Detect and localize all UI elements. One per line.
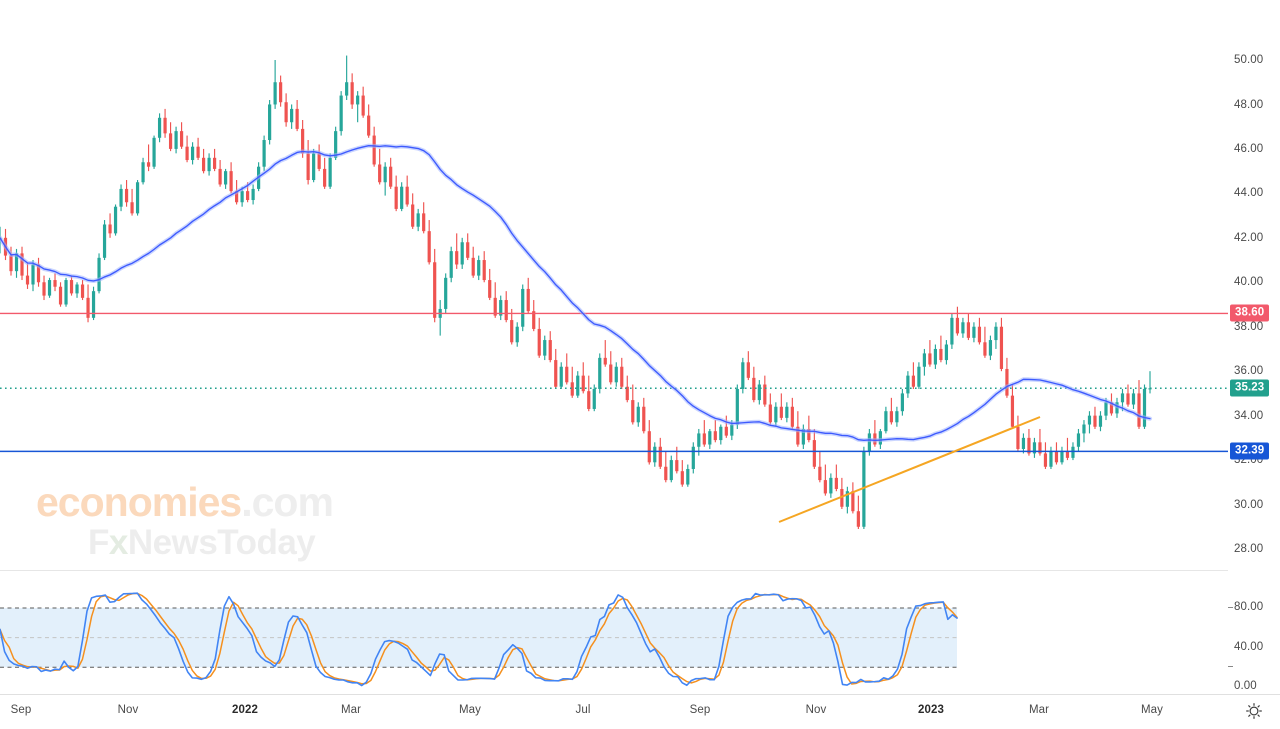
x-axis[interactable]: Sep Nov 2022 Mar May Jul Sep Nov 2023 Mar May bbox=[0, 694, 1280, 729]
stochastic-k-line bbox=[0, 592, 958, 687]
y-tick-label: 30.00 bbox=[1234, 498, 1264, 511]
price-chart-panel[interactable] bbox=[0, 0, 1228, 568]
x-tick-label: 2023 bbox=[918, 704, 944, 716]
price-plot[interactable] bbox=[0, 0, 1228, 568]
y-axis[interactable]: 50.00 48.00 46.00 44.00 42.00 40.00 38.00 36.00… bbox=[1228, 0, 1280, 694]
osc-axis-tick bbox=[1228, 607, 1233, 608]
x-tick-label: Sep bbox=[10, 704, 32, 716]
price-tag-support[interactable]: 32.39 bbox=[1230, 442, 1270, 460]
gear-icon[interactable] bbox=[1245, 702, 1263, 720]
y-tick-label: 28.00 bbox=[1234, 543, 1264, 555]
moving-average-line bbox=[0, 145, 1151, 442]
moving-average-glow bbox=[0, 143, 1153, 443]
y-tick-label: 36.00 bbox=[1234, 365, 1264, 378]
y-tick-label: 50.00 bbox=[1234, 54, 1264, 66]
price-tag-last-price[interactable]: 35.23 bbox=[1230, 379, 1270, 397]
x-tick-label: Mar bbox=[340, 704, 362, 716]
candlestick-series bbox=[0, 55, 1152, 529]
x-tick-label: May bbox=[458, 704, 482, 716]
osc-axis-tick bbox=[1228, 666, 1233, 668]
x-tick-label: Mar bbox=[1028, 704, 1050, 716]
y-tick-label: 34.00 bbox=[1234, 409, 1264, 422]
y-tick-label: 48.00 bbox=[1234, 98, 1264, 111]
y-tick-label: 38.00 bbox=[1234, 320, 1264, 333]
x-tick-label: Sep bbox=[689, 704, 711, 716]
y-tick-label: 40.00 bbox=[1234, 276, 1264, 289]
y-tick-label: 42.00 bbox=[1234, 231, 1264, 244]
osc-tick-label: 40.00 bbox=[1234, 640, 1264, 653]
x-tick-label: 2022 bbox=[232, 704, 258, 716]
price-tag-resistance[interactable]: 38.60 bbox=[1230, 304, 1270, 322]
stochastic-oscillator-panel[interactable] bbox=[0, 570, 1228, 695]
osc-tick-label: 0.00 bbox=[1234, 680, 1257, 692]
x-tick-label: Nov bbox=[117, 704, 139, 716]
osc-tick-label: 80.00 bbox=[1234, 601, 1264, 613]
y-tick-label: 44.00 bbox=[1234, 187, 1264, 200]
x-tick-label: May bbox=[1140, 704, 1164, 716]
ascending-trendline bbox=[778, 416, 1041, 523]
stochastic-plot[interactable] bbox=[0, 571, 1228, 695]
x-tick-label: Nov bbox=[805, 704, 827, 716]
x-tick-label: Jul bbox=[575, 704, 591, 716]
y-tick-label: 46.00 bbox=[1234, 142, 1264, 155]
